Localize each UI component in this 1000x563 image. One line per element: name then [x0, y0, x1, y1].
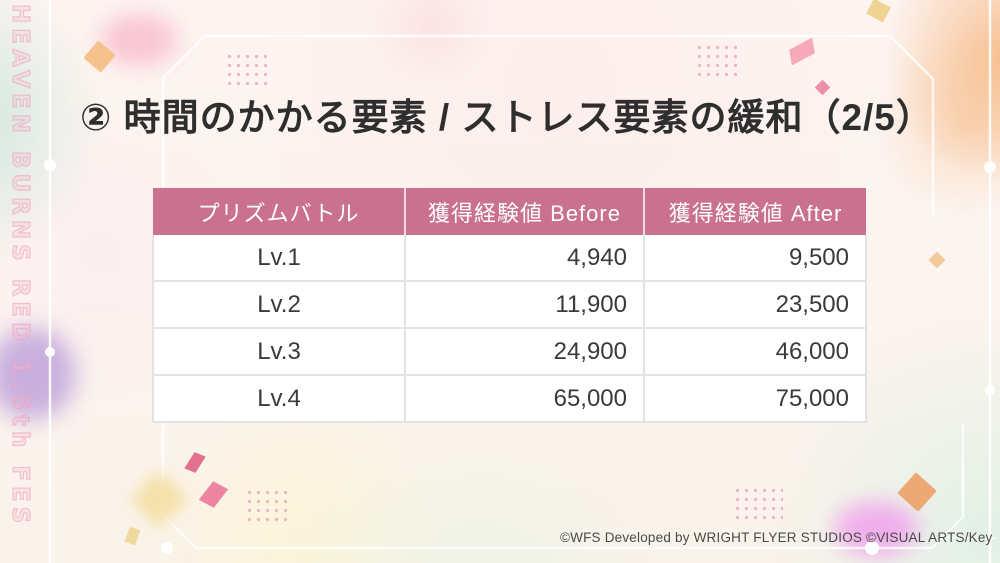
- exp-after-cell: 9,500: [644, 235, 867, 282]
- column-header-prism-battle: プリズムバトル: [153, 188, 406, 235]
- confetti-diamond: [928, 251, 946, 269]
- confetti-diamond: [83, 40, 116, 73]
- magenta-glow-blob: [834, 502, 918, 556]
- exp-before-cell: 65,000: [405, 375, 645, 423]
- confetti-diamond: [789, 37, 815, 66]
- table-row: Lv.2 11,900 23,500: [152, 281, 867, 329]
- level-cell: Lv.3: [152, 328, 406, 376]
- brand-vertical-text: HEAVEN BURNS RED 1.5th FES: [6, 3, 33, 529]
- exp-before-cell: 11,900: [405, 281, 645, 329]
- exp-after-cell: 75,000: [644, 375, 867, 423]
- copyright-text: ©WFS Developed by WRIGHT FLYER STUDIOS ©…: [560, 530, 993, 545]
- confetti-diamond: [866, 0, 891, 23]
- level-cell: Lv.1: [152, 235, 406, 282]
- table-row: Lv.1 4,940 9,500: [152, 235, 867, 282]
- table-row: Lv.3 24,900 46,000: [152, 328, 867, 376]
- level-cell: Lv.4: [152, 375, 406, 423]
- dot-grid-decoration: [225, 52, 267, 90]
- confetti-diamond: [124, 526, 141, 546]
- confetti-diamond: [198, 481, 229, 508]
- confetti-diamond: [897, 472, 937, 512]
- exp-before-cell: 4,940: [405, 235, 645, 282]
- column-header-exp-after: 獲得経験値 After: [644, 188, 866, 235]
- dot-grid-decoration: [695, 43, 737, 81]
- dot-grid-decoration: [245, 488, 287, 526]
- pink-glow-blob: [100, 14, 178, 66]
- dot-grid-decoration: [733, 486, 783, 524]
- exp-after-cell: 23,500: [644, 281, 867, 329]
- table-row: Lv.4 65,000 75,000: [152, 375, 867, 423]
- table-header-row: プリズムバトル 獲得経験値 Before 獲得経験値 After: [153, 188, 866, 235]
- confetti-diamond: [184, 452, 206, 473]
- page-title: ② 時間のかかる要素 / ストレス要素の緩和（2/5）: [80, 96, 934, 138]
- level-cell: Lv.2: [152, 281, 406, 329]
- exp-table: プリズムバトル 獲得経験値 Before 獲得経験値 After Lv.1 4,…: [152, 188, 867, 423]
- column-header-exp-before: 獲得経験値 Before: [405, 188, 645, 235]
- exp-before-cell: 24,900: [405, 328, 645, 376]
- confetti-diamond: [129, 469, 189, 529]
- exp-after-cell: 46,000: [644, 328, 867, 376]
